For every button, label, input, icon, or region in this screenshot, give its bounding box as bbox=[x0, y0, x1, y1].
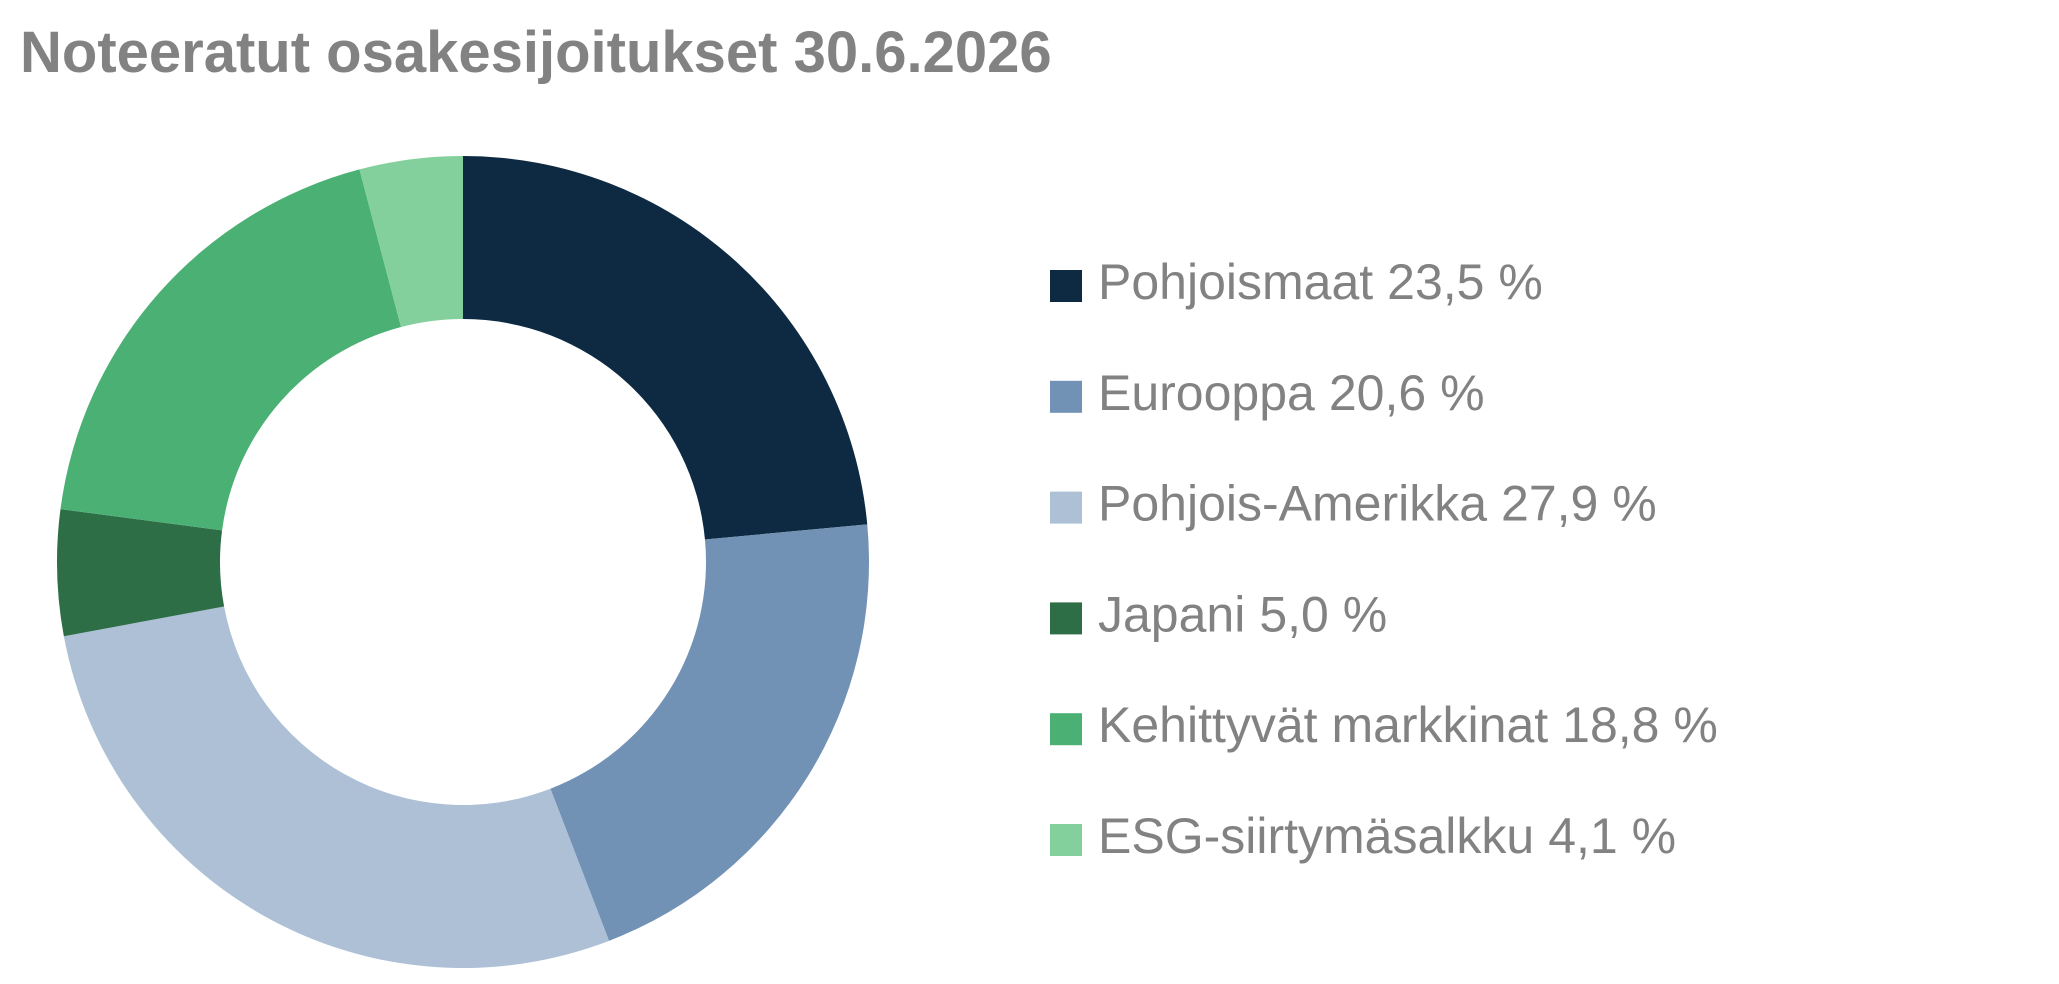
legend-value: 20,6 % bbox=[1329, 365, 1485, 421]
slice bbox=[57, 509, 225, 637]
legend-swatch bbox=[1050, 270, 1082, 302]
legend-swatch bbox=[1050, 380, 1082, 413]
slice bbox=[63, 606, 610, 968]
legend-category: Pohjois-Amerikka bbox=[1098, 476, 1487, 532]
legend-label: Eurooppa 20,6 % bbox=[1098, 365, 1485, 421]
legend-label: Pohjoismaat 23,5 % bbox=[1098, 254, 1543, 310]
legend-label: Pohjois-Amerikka 27,9 % bbox=[1098, 476, 1657, 532]
legend-value: 27,9 % bbox=[1501, 476, 1657, 532]
chart-title: Noteeratut osakesijoitukset 30.6.2026 bbox=[20, 20, 1052, 85]
legend-swatch bbox=[1050, 824, 1082, 856]
legend-label: Kehittyvät markkinat 18,8 % bbox=[1098, 697, 1718, 753]
legend-value: 4,1 % bbox=[1548, 808, 1676, 864]
legend-category: Pohjoismaat bbox=[1098, 254, 1373, 310]
legend-label: Japani 5,0 % bbox=[1098, 587, 1387, 643]
legend-category: Japani bbox=[1098, 587, 1245, 643]
legend-swatch bbox=[1050, 491, 1082, 524]
legend-category: ESG-siirtymäsalkku bbox=[1098, 808, 1534, 864]
legend-value: 23,5 % bbox=[1387, 254, 1543, 310]
legend-category: Kehittyvät markkinat bbox=[1098, 697, 1548, 753]
legend-value: 18,8 % bbox=[1562, 697, 1718, 753]
slice bbox=[359, 156, 463, 328]
legend-swatch bbox=[1050, 713, 1082, 746]
slice bbox=[550, 524, 869, 941]
slice bbox=[463, 156, 868, 540]
legend-label: ESG-siirtymäsalkku 4,1 % bbox=[1098, 808, 1676, 864]
legend-value: 5,0 % bbox=[1259, 587, 1387, 643]
slice bbox=[60, 169, 402, 531]
legend-swatch bbox=[1050, 602, 1082, 635]
legend-category: Eurooppa bbox=[1098, 365, 1315, 421]
